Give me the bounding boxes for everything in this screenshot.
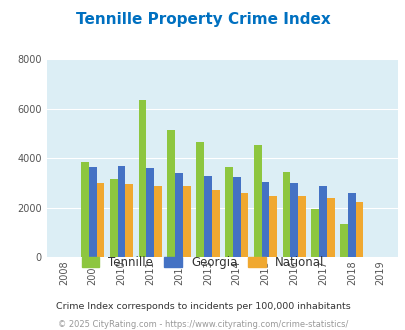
Bar [297,196,305,257]
Text: © 2025 CityRating.com - https://www.cityrating.com/crime-statistics/: © 2025 CityRating.com - https://www.city… [58,320,347,329]
Bar [290,183,297,257]
Bar [232,177,240,257]
Bar [261,182,269,257]
Bar [154,185,162,257]
Text: Tennille Property Crime Index: Tennille Property Crime Index [75,12,330,26]
Bar [355,202,362,257]
Bar [196,142,203,257]
Bar [146,168,154,257]
Bar [269,196,277,257]
Bar [211,190,219,257]
Bar [253,145,261,257]
Legend: Tennille, Georgia, National: Tennille, Georgia, National [77,251,328,273]
Bar [311,209,318,257]
Bar [175,173,183,257]
Bar [339,224,347,257]
Bar [282,172,290,257]
Bar [240,193,248,257]
Bar [110,180,117,257]
Bar [117,166,125,257]
Bar [318,185,326,257]
Bar [81,162,89,257]
Text: Crime Index corresponds to incidents per 100,000 inhabitants: Crime Index corresponds to incidents per… [55,302,350,311]
Bar [139,100,146,257]
Bar [96,183,104,257]
Bar [224,167,232,257]
Bar [89,167,96,257]
Bar [183,186,190,257]
Bar [167,130,175,257]
Bar [203,176,211,257]
Bar [326,199,334,257]
Bar [125,184,133,257]
Bar [347,193,355,257]
